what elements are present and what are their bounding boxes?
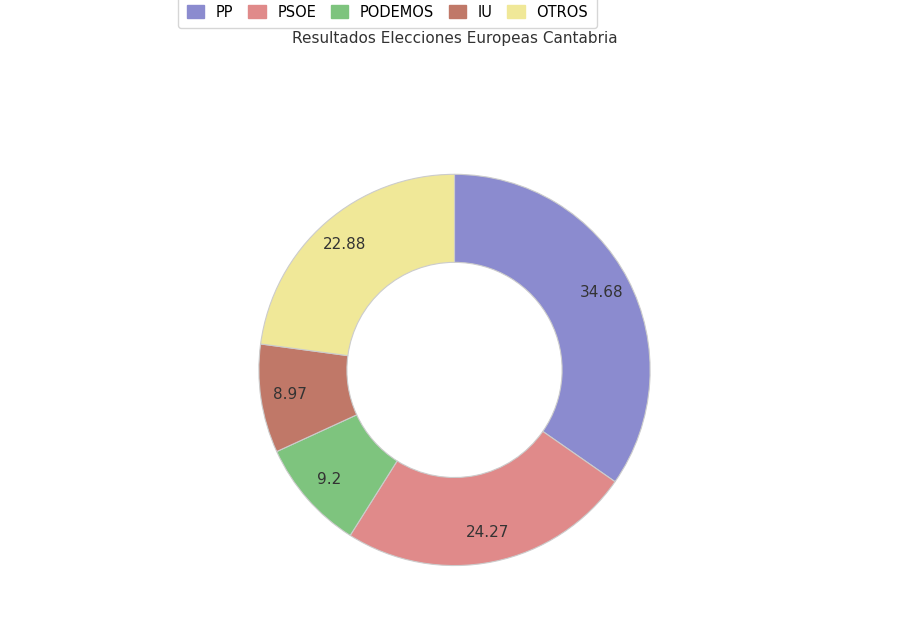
Wedge shape <box>261 174 454 356</box>
Text: 9.2: 9.2 <box>317 472 342 487</box>
Text: 34.68: 34.68 <box>580 285 624 300</box>
Text: 24.27: 24.27 <box>466 525 509 540</box>
Wedge shape <box>350 431 615 566</box>
Wedge shape <box>454 174 650 482</box>
Text: 22.88: 22.88 <box>324 237 366 252</box>
Legend: PP, PSOE, PODEMOS, IU, OTROS: PP, PSOE, PODEMOS, IU, OTROS <box>178 0 597 28</box>
Text: Resultados Elecciones Europeas Cantabria: Resultados Elecciones Europeas Cantabria <box>292 31 617 46</box>
Text: 8.97: 8.97 <box>273 387 307 402</box>
Wedge shape <box>259 344 356 451</box>
Wedge shape <box>276 415 397 535</box>
